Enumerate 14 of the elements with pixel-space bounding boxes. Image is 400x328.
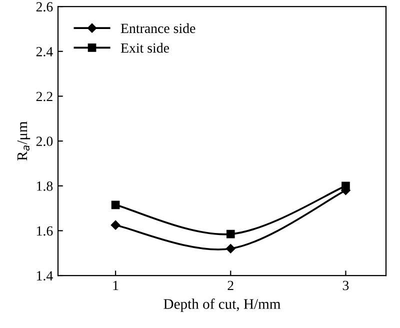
y-tick-label: 1.6 [37,226,53,236]
x-tick-label: 3 [342,280,349,290]
y-tick-label: 2.0 [36,136,53,146]
legend-label: Entrance side [120,23,196,34]
x-axis-title: Depth of cut, H/mm [164,298,280,312]
y-tick-label: 1.4 [37,271,53,281]
y-tick-label: 1.8 [37,181,53,191]
x-tick-label: 1 [113,280,118,290]
y-tick-label: 2.4 [36,47,53,56]
y-tick-label: 2.2 [36,92,52,102]
legend-label: Exit side [120,42,170,53]
y-axis-title: R$_{a}$/μm [17,121,30,161]
y-tick-label: 2.6 [36,2,53,12]
x-tick-label: 2 [228,280,234,290]
